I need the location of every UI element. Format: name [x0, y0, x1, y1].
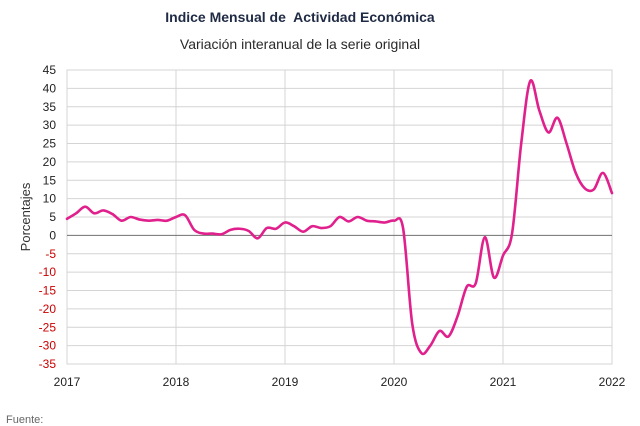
- y-tick-label: 40: [43, 81, 57, 95]
- y-tick-label: 45: [43, 63, 57, 77]
- footer-source: Fuente:: [6, 414, 44, 426]
- y-tick-label: -25: [39, 320, 57, 334]
- x-tick-label: 2021: [490, 375, 517, 389]
- series-line: [65, 79, 614, 356]
- x-tick-label: 2020: [381, 375, 408, 389]
- y-tick-label: -30: [39, 339, 57, 353]
- y-tick-label: 0: [49, 228, 56, 242]
- y-tick-label: -20: [39, 302, 57, 316]
- tick-labels: 45 40 35 30 25 20 15 10 5 0 -5 -10 -15 -20 -25 -30 -35 20…: [39, 63, 626, 389]
- x-tick-label: 2018: [163, 375, 190, 389]
- x-tick-label: 2019: [272, 375, 299, 389]
- x-tick-label: 2022: [599, 375, 626, 389]
- plot-frame: [66, 69, 613, 365]
- y-tick-label: 25: [43, 137, 57, 151]
- y-tick-label: 30: [43, 118, 57, 132]
- y-tick-label: -15: [39, 284, 57, 298]
- chart-subtitle: Variación interanual de la serie origina…: [179, 36, 421, 52]
- x-tick-label: 2017: [54, 375, 81, 389]
- axes: [66, 69, 613, 365]
- y-tick-label: 15: [43, 173, 57, 187]
- y-tick-label: -5: [45, 247, 56, 261]
- chart-title: Indice Mensual de Actividad Económica: [165, 9, 435, 25]
- series-group: [65, 79, 614, 356]
- y-tick-label: 20: [43, 155, 57, 169]
- y-axis-label: Porcentajes: [18, 182, 33, 251]
- y-tick-label: 35: [43, 100, 57, 114]
- y-tick-label: -35: [39, 357, 57, 371]
- y-tick-label: 10: [43, 192, 57, 206]
- y-tick-label: -10: [39, 265, 57, 279]
- y-tick-label: 5: [49, 210, 56, 224]
